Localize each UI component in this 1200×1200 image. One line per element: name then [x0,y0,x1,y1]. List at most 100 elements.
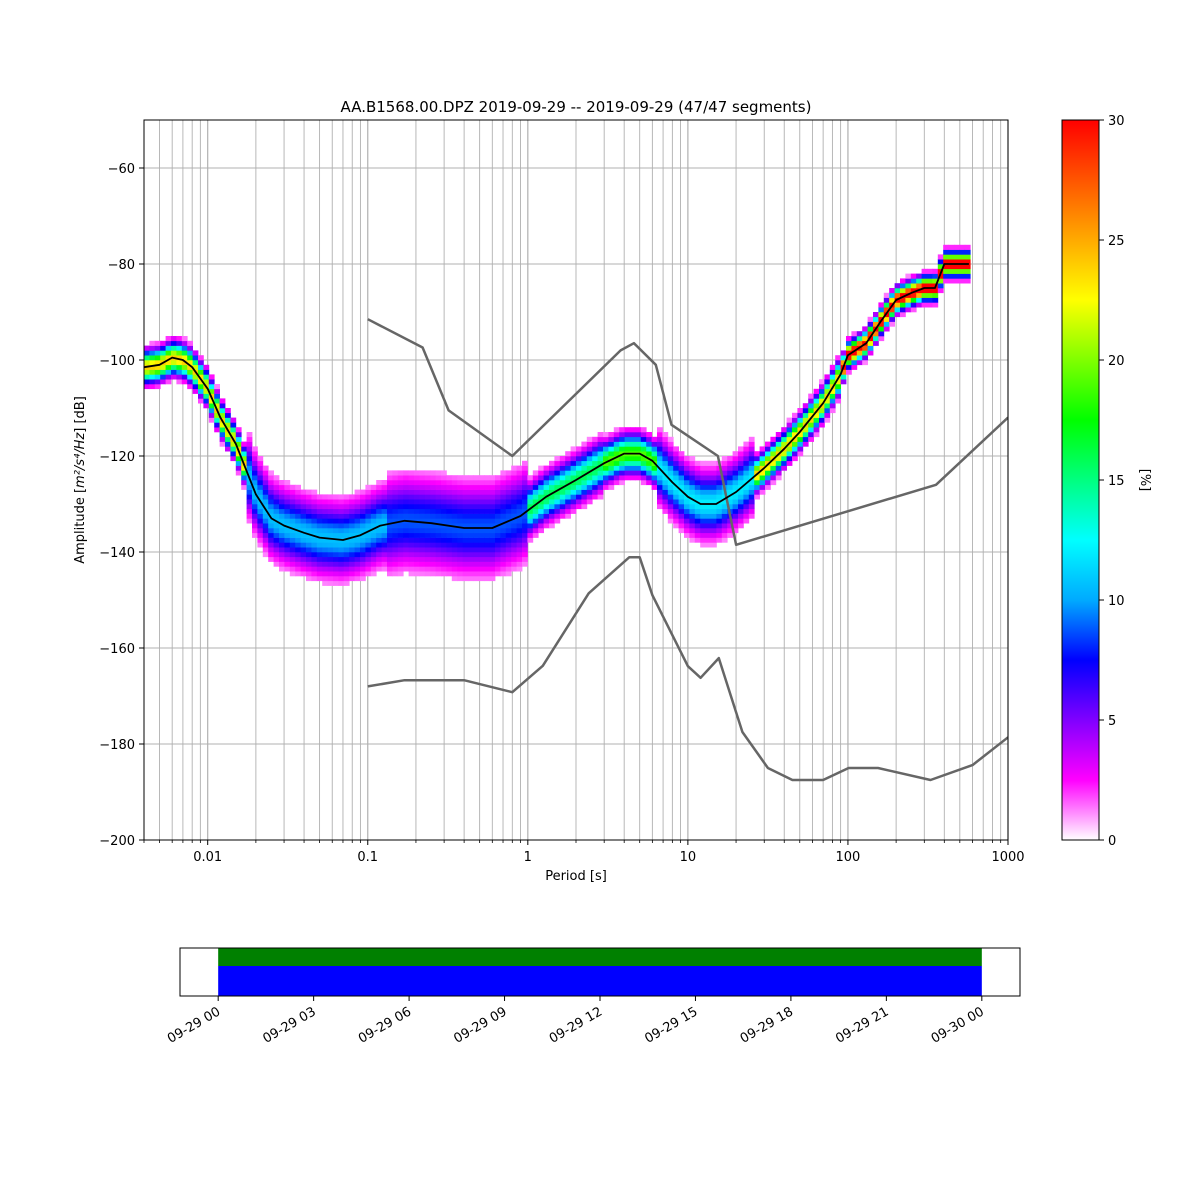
histogram-cell [554,456,561,462]
histogram-cell [468,571,474,577]
histogram-cell [322,566,328,572]
histogram-cell [765,475,771,481]
histogram-cell [597,460,604,466]
histogram-cell [570,446,577,452]
histogram-cell [252,523,258,529]
histogram-cell [181,355,188,361]
histogram-cell [435,532,442,538]
histogram-cell [149,355,156,361]
histogram-cell [273,532,280,538]
histogram-cell [322,580,328,586]
histogram-cell [495,513,501,519]
histogram-cell [451,566,458,572]
histogram-cell [257,480,264,486]
histogram-cell [662,480,669,486]
histogram-cell [635,427,642,433]
histogram-cell [694,528,701,534]
histogram-cell [235,456,242,462]
histogram-cell [387,494,393,500]
histogram-cell [430,556,436,562]
histogram-cell [592,436,598,442]
histogram-cell [187,374,193,380]
histogram-cell [851,336,858,342]
histogram-cell [257,484,264,490]
histogram-cell [343,532,350,538]
histogram-cell [808,417,814,423]
histogram-cell [738,446,744,452]
histogram-cell [424,518,431,524]
histogram-cell [214,427,220,433]
histogram-cell [392,499,399,505]
histogram-cell [543,513,550,519]
x-tick-label: 10 [680,850,697,865]
histogram-cell [905,283,912,289]
histogram-cell [711,460,717,466]
histogram-cell [387,542,393,548]
histogram-cell [613,475,620,481]
histogram-cell [327,504,334,510]
histogram-cell [867,350,874,356]
histogram-cell [306,571,312,577]
histogram-cell [468,508,474,514]
histogram-cell [306,499,312,505]
histogram-cell [657,499,663,505]
histogram-cell [225,432,231,438]
histogram-cell [468,504,474,510]
histogram-cell [851,355,858,361]
histogram-cell [640,427,647,433]
histogram-cell [424,508,431,514]
histogram-cell [381,518,388,524]
histogram-cell [338,523,345,529]
histogram-cell [867,340,874,346]
histogram-cell [365,532,372,538]
histogram-cell [581,494,588,500]
histogram-cell [246,489,253,495]
histogram-cell [673,470,679,476]
histogram-cell [349,494,355,500]
histogram-cell [500,494,507,500]
histogram-cell [657,441,663,447]
histogram-cell [716,504,723,510]
histogram-cell [943,249,949,255]
histogram-cell [462,542,469,548]
histogram-cell [646,451,652,457]
histogram-cell [678,451,685,457]
histogram-cell [700,513,706,519]
histogram-cell [846,345,852,351]
histogram-cell [198,355,204,361]
histogram-cell [689,489,696,495]
histogram-cell [727,494,733,500]
histogram-cell [943,278,949,284]
histogram-cell [867,321,874,327]
histogram-cell [370,484,377,490]
histogram-cell [630,465,636,471]
histogram-cell [667,441,674,447]
histogram-cell [262,470,269,476]
histogram-cell [786,451,793,457]
histogram-cell [937,254,944,260]
histogram-cell [446,566,453,572]
histogram-cell [738,465,744,471]
histogram-cell [349,571,355,577]
histogram-cell [478,499,485,505]
histogram-cell [484,489,490,495]
histogram-cell [484,571,490,577]
histogram-cell [392,475,399,481]
histogram-cell [927,288,933,294]
histogram-cell [451,480,458,486]
histogram-cell [311,561,318,567]
histogram-cell [689,475,696,481]
histogram-cell [468,561,474,567]
histogram-cell [522,494,528,500]
histogram-cell [360,571,366,577]
histogram-cell [716,523,723,529]
histogram-cell [527,523,534,529]
histogram-cell [694,465,701,471]
histogram-cell [198,364,204,370]
histogram-cell [176,364,183,370]
histogram-cell [392,484,399,490]
histogram-cell [640,446,647,452]
histogram-cell [246,480,253,486]
histogram-cell [295,571,301,577]
histogram-cell [262,523,269,529]
